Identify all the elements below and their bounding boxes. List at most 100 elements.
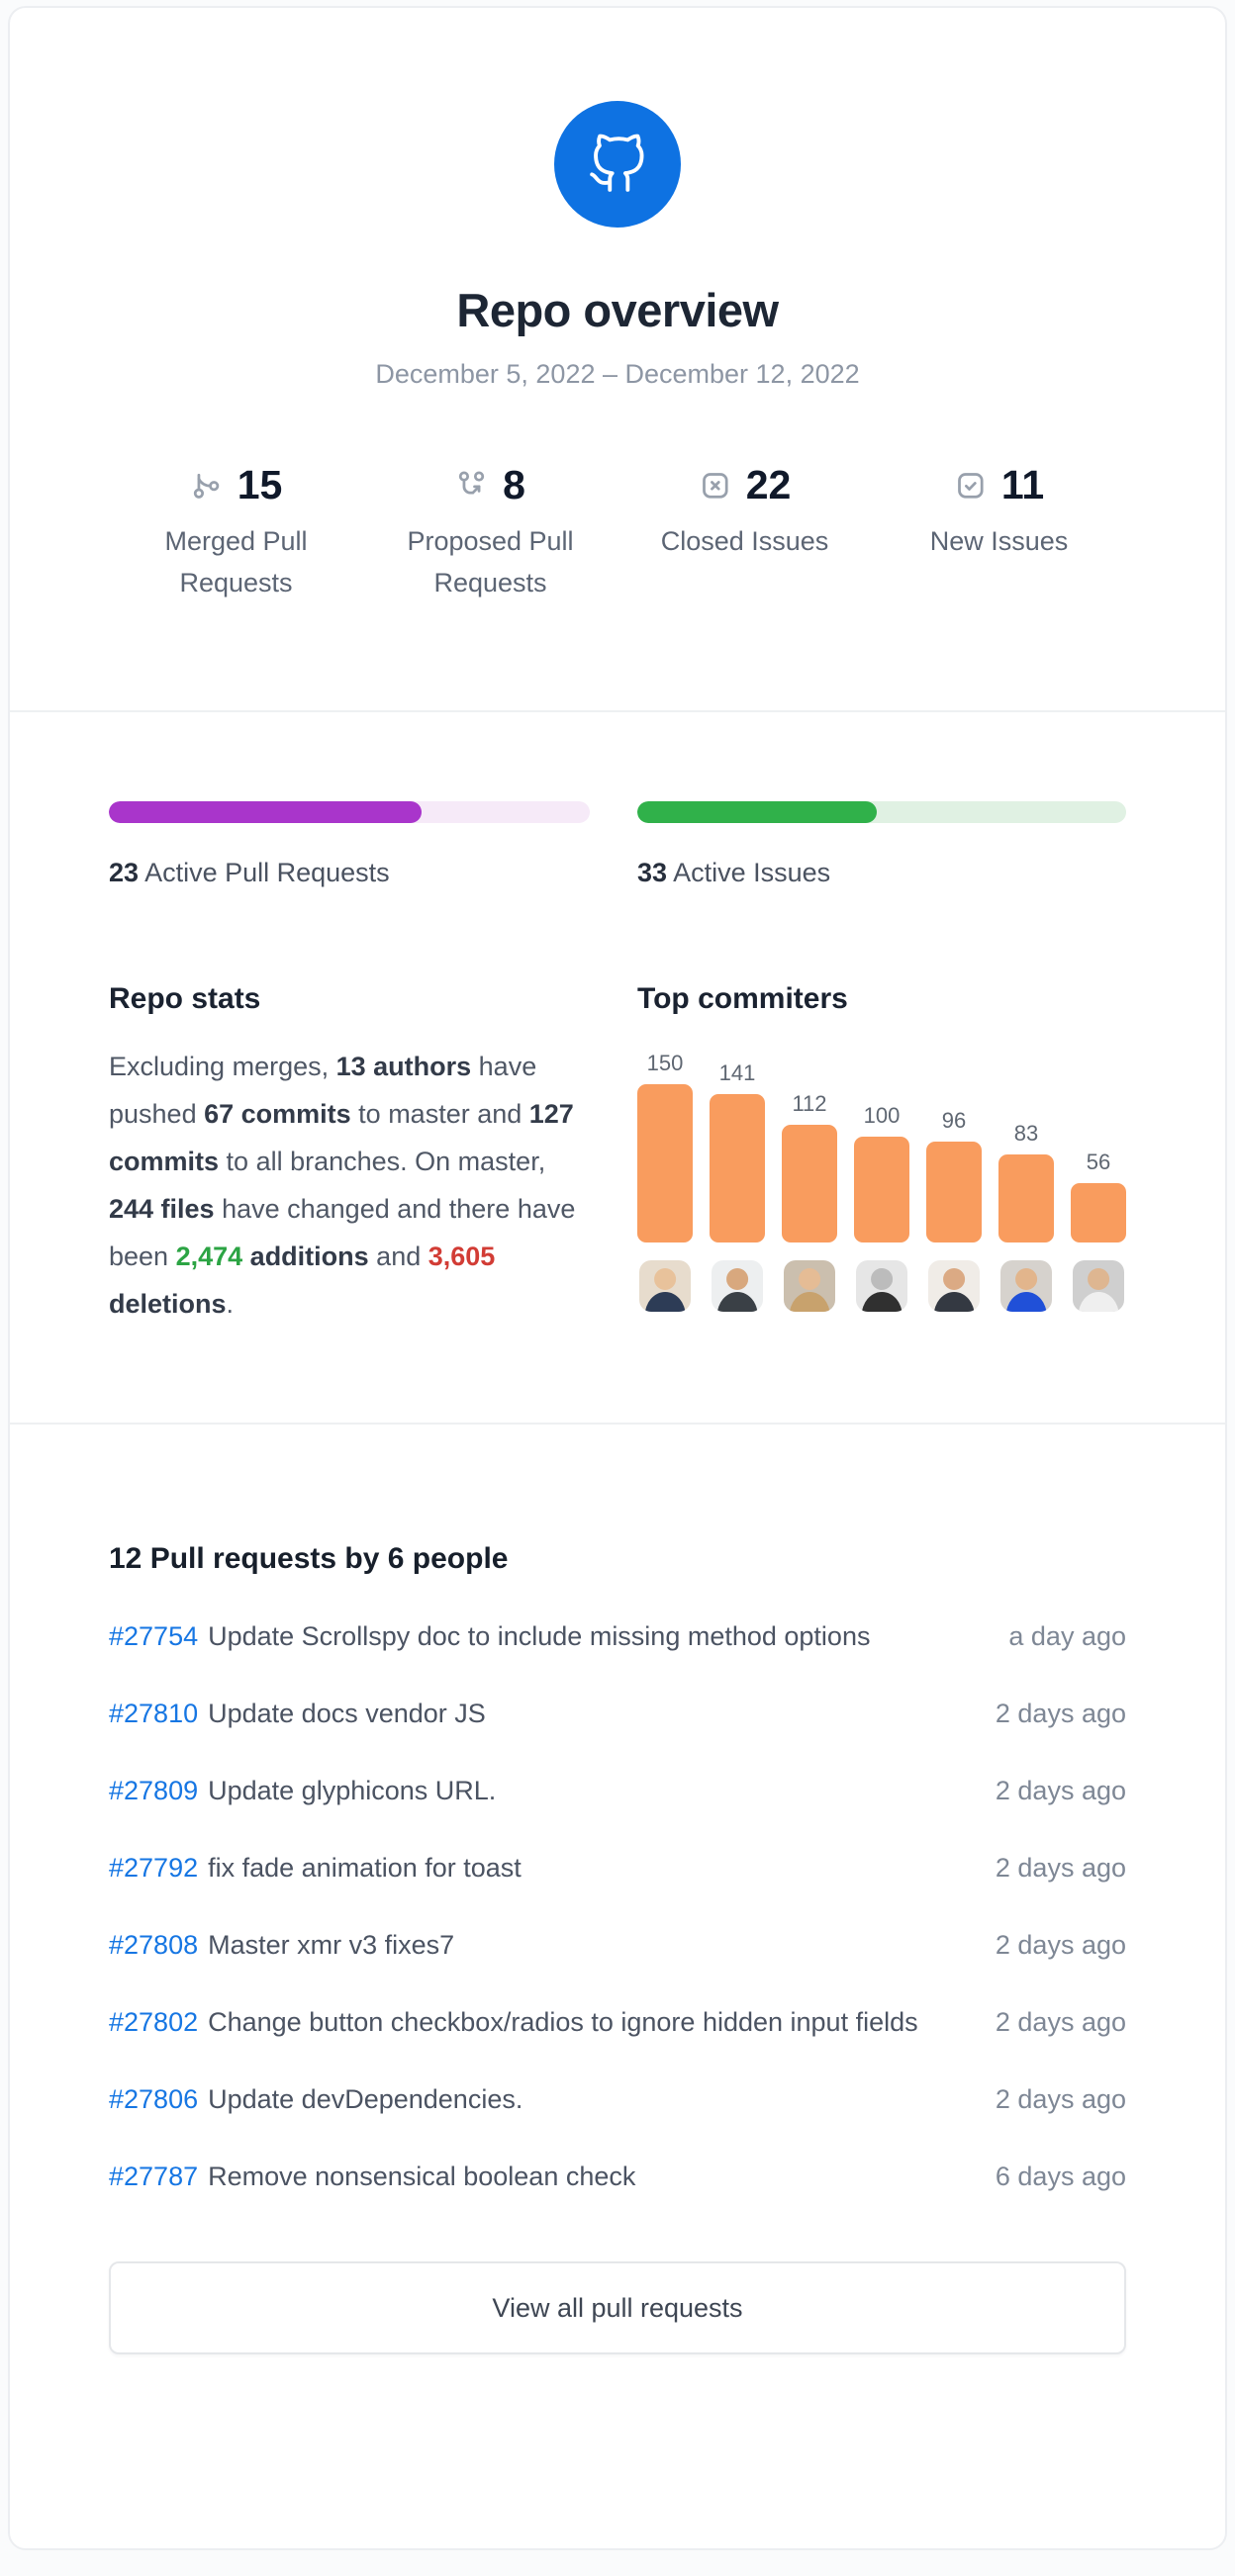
avatar-torso-shape [1005, 1292, 1047, 1312]
top-committers-heading: Top commiters [637, 982, 848, 1015]
github-logo [554, 101, 681, 228]
avatar-head-shape [1088, 1268, 1109, 1291]
active-pull-requests-label: Active Pull Requests [144, 858, 390, 887]
committer-column: 83 [998, 1047, 1054, 1312]
repo-stats-heading: Repo stats [109, 982, 261, 1015]
section-divider [10, 710, 1225, 712]
committer-commit-count: 96 [941, 1108, 967, 1133]
pr-row: #27808 Master xmr v3 fixes7 2 days ago [109, 1921, 1126, 1969]
repo-stats-text: Excluding merges, 13 authors have pushed… [109, 1052, 576, 1319]
avatar-head-shape [654, 1268, 676, 1291]
committer-commit-count: 56 [1086, 1150, 1111, 1174]
avatar-head-shape [799, 1268, 820, 1291]
avatar[interactable] [639, 1260, 691, 1312]
pr-title: Update glyphicons URL. [208, 1776, 497, 1805]
committer-column: 96 [926, 1047, 982, 1312]
committer-commit-count: 100 [863, 1103, 901, 1128]
pr-text: #27792 fix fade animation for toast [109, 1844, 978, 1891]
avatar-head-shape [871, 1268, 893, 1291]
pr-text: #27808 Master xmr v3 fixes7 [109, 1921, 978, 1969]
committer-bar [1071, 1183, 1126, 1242]
committer-column: 112 [782, 1047, 837, 1312]
committer-column: 141 [710, 1047, 765, 1312]
stat-value: 11 [1000, 462, 1045, 507]
stat-value: 15 [237, 462, 283, 507]
view-all-pull-requests-button[interactable]: View all pull requests [109, 2261, 1126, 2354]
avatar[interactable] [1000, 1260, 1052, 1312]
pr-title: Update devDependencies. [208, 2084, 523, 2114]
active-pull-requests-progressbar [109, 801, 590, 823]
avatar[interactable] [928, 1260, 980, 1312]
avatar-torso-shape [933, 1292, 975, 1312]
pr-row: #27787 Remove nonsensical boolean check 6… [109, 2153, 1126, 2200]
active-issues-caption: 33 Active Issues [637, 853, 1126, 892]
pr-row: #27754 Update Scrollspy doc to include mi… [109, 1612, 1126, 1660]
pr-id-link[interactable]: #27808 [109, 1930, 199, 1960]
stat-merged-pull-requests: 15 Merged Pull Requests [109, 459, 363, 603]
pr-title: Update docs vendor JS [208, 1699, 486, 1728]
activity-section: 23 Active Pull Requests Repo stats Exclu… [10, 712, 1225, 1423]
avatar-torso-shape [861, 1292, 902, 1312]
committer-column: 100 [854, 1047, 909, 1312]
header-section: Repo overview December 5, 2022 – Decembe… [10, 8, 1225, 710]
committer-commit-count: 83 [1013, 1121, 1039, 1146]
closed-issue-icon [702, 472, 728, 499]
stat-new-issues: 11 New Issues [872, 459, 1126, 603]
stat-closed-issues: 22 Closed Issues [618, 459, 872, 603]
pr-id-link[interactable]: #27809 [109, 1776, 199, 1805]
pr-id-link[interactable]: #27754 [109, 1621, 199, 1651]
pr-title: Update Scrollspy doc to include missing … [208, 1621, 871, 1651]
committer-commit-count: 141 [718, 1060, 756, 1085]
committers-chart: 150 141 112 100 [637, 1047, 1126, 1312]
committer-column: 56 [1071, 1047, 1126, 1312]
active-issues-label: Active Issues [673, 858, 831, 887]
pr-row: #27810 Update docs vendor JS 2 days ago [109, 1690, 1126, 1737]
pr-timestamp: 2 days ago [995, 2084, 1126, 2114]
section-divider [10, 1423, 1225, 1425]
avatar[interactable] [1073, 1260, 1124, 1312]
pr-text: #27754 Update Scrollspy doc to include mi… [109, 1612, 991, 1660]
avatar-torso-shape [716, 1292, 758, 1312]
avatar[interactable] [856, 1260, 907, 1312]
pr-timestamp: 6 days ago [995, 2162, 1126, 2191]
avatar-torso-shape [789, 1292, 830, 1312]
active-pull-requests-progress-fill [109, 801, 422, 823]
active-pull-requests-caption: 23 Active Pull Requests [109, 853, 590, 892]
pr-title: fix fade animation for toast [208, 1853, 522, 1883]
avatar-torso-shape [644, 1292, 686, 1312]
avatar-torso-shape [1078, 1292, 1119, 1312]
avatar[interactable] [712, 1260, 763, 1312]
committer-bar [854, 1137, 909, 1242]
stat-proposed-pull-requests: 8 Proposed Pull Requests [363, 459, 618, 603]
pr-id-link[interactable]: #27787 [109, 2162, 199, 2191]
page-title: Repo overview [456, 284, 779, 336]
pr-title: Change button checkbox/radios to ignore … [208, 2007, 918, 2037]
pr-timestamp: 2 days ago [995, 1699, 1126, 1728]
stat-label: Closed Issues [660, 526, 829, 556]
active-issues-progress-fill [637, 801, 878, 823]
pr-text: #27806 Update devDependencies. [109, 2075, 978, 2123]
stat-label: New Issues [929, 526, 1069, 556]
pr-text: #27810 Update docs vendor JS [109, 1690, 978, 1737]
pr-timestamp: 2 days ago [995, 1930, 1126, 1960]
committer-bar [782, 1125, 837, 1242]
pr-id-link[interactable]: #27802 [109, 2007, 199, 2037]
pr-timestamp: a day ago [1008, 1621, 1126, 1651]
pr-row: #27806 Update devDependencies. 2 days ago [109, 2075, 1126, 2123]
stat-label: Proposed Pull Requests [407, 526, 574, 598]
new-issue-icon [957, 472, 984, 499]
pr-text: #27809 Update glyphicons URL. [109, 1767, 978, 1814]
active-pull-requests-count: 23 [109, 858, 140, 887]
git-pull-request-icon [458, 470, 485, 494]
avatar-head-shape [1015, 1268, 1037, 1291]
pr-id-link[interactable]: #27792 [109, 1853, 199, 1883]
pr-id-link[interactable]: #27806 [109, 2084, 199, 2114]
committer-commit-count: 112 [792, 1091, 827, 1116]
avatar[interactable] [784, 1260, 835, 1312]
stat-label: Merged Pull Requests [164, 526, 308, 598]
github-icon [590, 134, 644, 192]
pr-timestamp: 2 days ago [995, 1776, 1126, 1805]
pr-id-link[interactable]: #27810 [109, 1699, 199, 1728]
stat-value: 22 [745, 462, 792, 507]
committer-bar [926, 1142, 982, 1242]
